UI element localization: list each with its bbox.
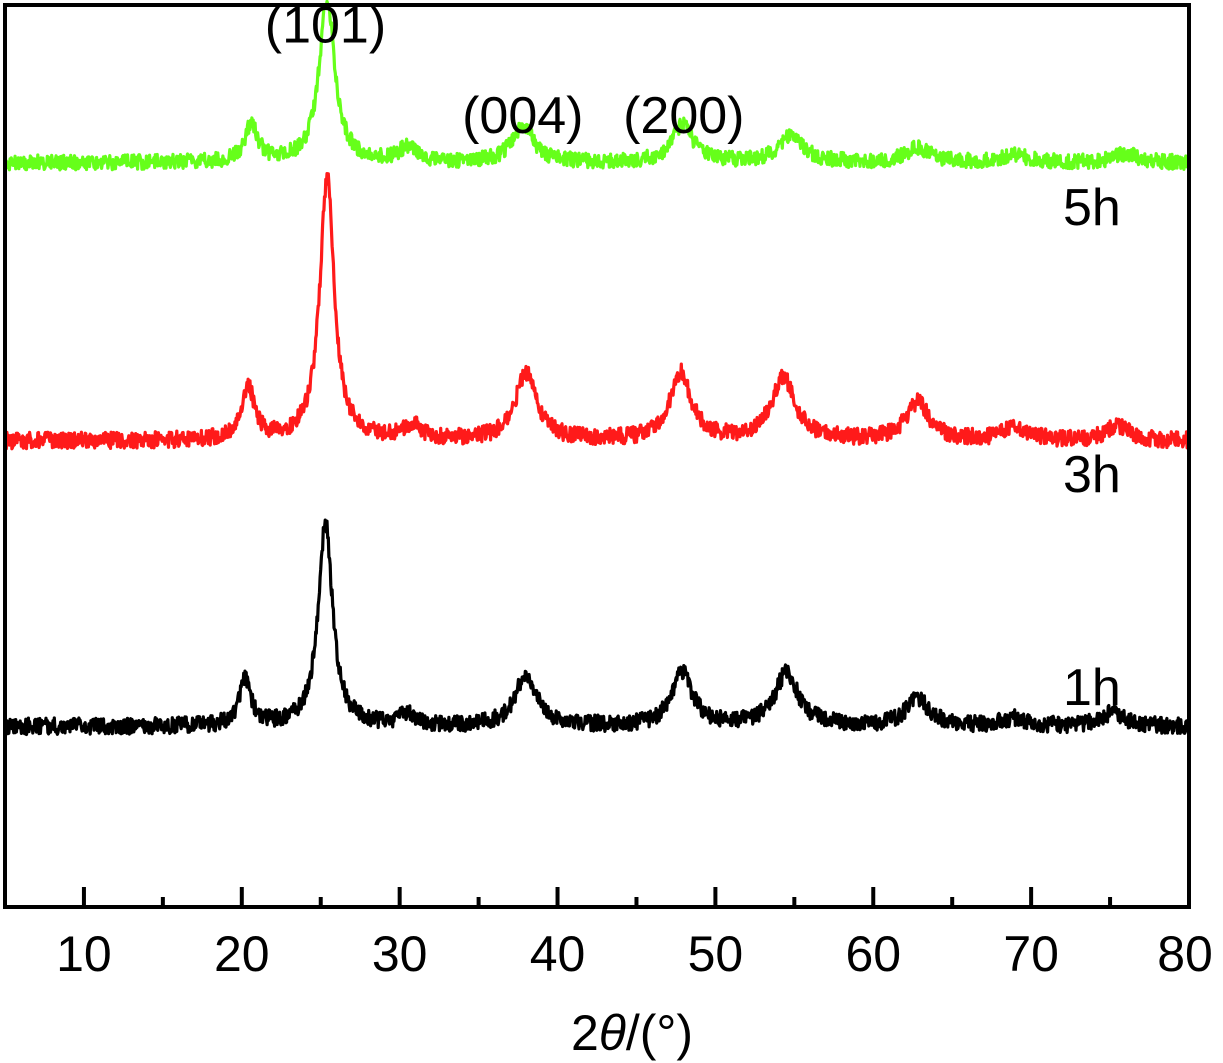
peak-annotation-101: (101) [265, 0, 386, 55]
peak-annotation-200: (200) [623, 87, 744, 145]
x-tick-label-40: 40 [530, 926, 586, 982]
x-tick-label-10: 10 [56, 926, 112, 982]
x-tick-label-80: 80 [1157, 926, 1213, 982]
series-line-1h [3, 518, 1191, 737]
x-tick-label-20: 20 [214, 926, 270, 982]
x-tick-label-70: 70 [1003, 926, 1059, 982]
x-axis-title: 2θ/(°) [571, 1005, 693, 1061]
series-line-3h [3, 172, 1191, 451]
peak-annotation-004: (004) [462, 87, 583, 145]
plot-frame [3, 3, 1191, 909]
labels-layer: 1h 3h 5h 10 20 30 40 50 60 70 80 (101) (004) (200) 2θ/… [56, 0, 1213, 1061]
x-axis-title-symbol: θ [599, 1005, 626, 1061]
series-line-5h [3, 0, 1191, 172]
series-label-5h: 5h [1063, 179, 1121, 237]
x-tick-label-50: 50 [688, 926, 744, 982]
series-layer [3, 0, 1191, 737]
x-tick-label-60: 60 [845, 926, 901, 982]
axes-layer [3, 3, 1191, 909]
x-axis-title-suffix: /(°) [626, 1005, 693, 1061]
series-label-1h: 1h [1063, 659, 1121, 717]
series-label-3h: 3h [1063, 446, 1121, 504]
x-tick-label-30: 30 [372, 926, 428, 982]
x-axis-title-prefix: 2 [571, 1005, 599, 1061]
